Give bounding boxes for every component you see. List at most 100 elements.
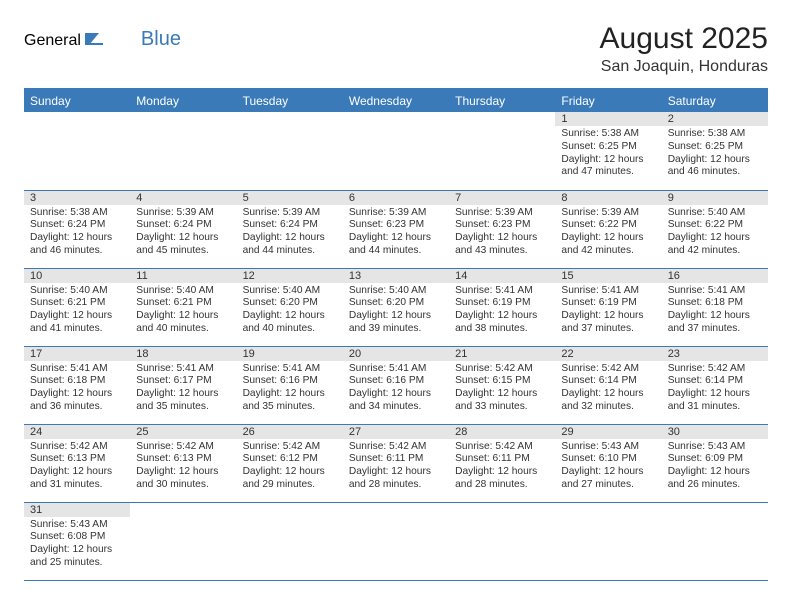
day-number: 9 bbox=[662, 191, 768, 205]
day-number: 12 bbox=[237, 269, 343, 283]
sunset-line: Sunset: 6:13 PM bbox=[136, 453, 230, 466]
sunrise-line: Sunrise: 5:42 AM bbox=[30, 441, 124, 454]
day-number: 7 bbox=[449, 191, 555, 205]
calendar-cell bbox=[662, 502, 768, 580]
sunset-line: Sunset: 6:23 PM bbox=[455, 219, 549, 232]
day-number: 28 bbox=[449, 425, 555, 439]
calendar-cell: 20Sunrise: 5:41 AMSunset: 6:16 PMDayligh… bbox=[343, 346, 449, 424]
sunset-line: Sunset: 6:25 PM bbox=[561, 141, 655, 154]
daylight-line: Daylight: 12 hours and 36 minutes. bbox=[30, 388, 124, 414]
daylight-line: Daylight: 12 hours and 28 minutes. bbox=[455, 466, 549, 492]
day-content: Sunrise: 5:39 AMSunset: 6:23 PMDaylight:… bbox=[343, 205, 449, 262]
day-content: Sunrise: 5:42 AMSunset: 6:13 PMDaylight:… bbox=[24, 439, 130, 496]
calendar-cell bbox=[449, 112, 555, 190]
day-number: 14 bbox=[449, 269, 555, 283]
daylight-line: Daylight: 12 hours and 41 minutes. bbox=[30, 310, 124, 336]
sunset-line: Sunset: 6:22 PM bbox=[668, 219, 762, 232]
calendar-cell: 17Sunrise: 5:41 AMSunset: 6:18 PMDayligh… bbox=[24, 346, 130, 424]
day-number: 22 bbox=[555, 347, 661, 361]
calendar-cell bbox=[449, 502, 555, 580]
day-content: Sunrise: 5:39 AMSunset: 6:23 PMDaylight:… bbox=[449, 205, 555, 262]
brand-text-blue: Blue bbox=[141, 28, 181, 51]
sunrise-line: Sunrise: 5:41 AM bbox=[136, 363, 230, 376]
calendar-cell bbox=[237, 112, 343, 190]
day-content: Sunrise: 5:40 AMSunset: 6:21 PMDaylight:… bbox=[130, 283, 236, 340]
day-number: 30 bbox=[662, 425, 768, 439]
calendar-cell: 30Sunrise: 5:43 AMSunset: 6:09 PMDayligh… bbox=[662, 424, 768, 502]
day-number: 13 bbox=[343, 269, 449, 283]
day-number: 24 bbox=[24, 425, 130, 439]
daylight-line: Daylight: 12 hours and 42 minutes. bbox=[668, 232, 762, 258]
sunrise-line: Sunrise: 5:42 AM bbox=[455, 363, 549, 376]
sunrise-line: Sunrise: 5:42 AM bbox=[349, 441, 443, 454]
sunrise-line: Sunrise: 5:41 AM bbox=[561, 285, 655, 298]
title-block: August 2025 San Joaquin, Honduras bbox=[600, 22, 768, 76]
weekday-header: Thursday bbox=[449, 90, 555, 112]
day-content: Sunrise: 5:43 AMSunset: 6:09 PMDaylight:… bbox=[662, 439, 768, 496]
calendar-cell: 7Sunrise: 5:39 AMSunset: 6:23 PMDaylight… bbox=[449, 190, 555, 268]
day-content: Sunrise: 5:40 AMSunset: 6:20 PMDaylight:… bbox=[237, 283, 343, 340]
daylight-line: Daylight: 12 hours and 27 minutes. bbox=[561, 466, 655, 492]
day-content: Sunrise: 5:40 AMSunset: 6:22 PMDaylight:… bbox=[662, 205, 768, 262]
day-content: Sunrise: 5:40 AMSunset: 6:21 PMDaylight:… bbox=[24, 283, 130, 340]
day-number: 5 bbox=[237, 191, 343, 205]
daylight-line: Daylight: 12 hours and 47 minutes. bbox=[561, 154, 655, 180]
daylight-line: Daylight: 12 hours and 45 minutes. bbox=[136, 232, 230, 258]
daylight-line: Daylight: 12 hours and 25 minutes. bbox=[30, 544, 124, 570]
calendar-cell: 8Sunrise: 5:39 AMSunset: 6:22 PMDaylight… bbox=[555, 190, 661, 268]
day-number: 6 bbox=[343, 191, 449, 205]
day-number: 1 bbox=[555, 112, 661, 126]
sunrise-line: Sunrise: 5:39 AM bbox=[455, 207, 549, 220]
calendar-cell: 23Sunrise: 5:42 AMSunset: 6:14 PMDayligh… bbox=[662, 346, 768, 424]
calendar-cell: 13Sunrise: 5:40 AMSunset: 6:20 PMDayligh… bbox=[343, 268, 449, 346]
day-number: 3 bbox=[24, 191, 130, 205]
day-content: Sunrise: 5:39 AMSunset: 6:24 PMDaylight:… bbox=[237, 205, 343, 262]
day-content: Sunrise: 5:41 AMSunset: 6:19 PMDaylight:… bbox=[449, 283, 555, 340]
sunrise-line: Sunrise: 5:40 AM bbox=[668, 207, 762, 220]
calendar-cell: 16Sunrise: 5:41 AMSunset: 6:18 PMDayligh… bbox=[662, 268, 768, 346]
sunset-line: Sunset: 6:24 PM bbox=[243, 219, 337, 232]
sunrise-line: Sunrise: 5:41 AM bbox=[243, 363, 337, 376]
calendar-cell: 15Sunrise: 5:41 AMSunset: 6:19 PMDayligh… bbox=[555, 268, 661, 346]
day-content: Sunrise: 5:38 AMSunset: 6:25 PMDaylight:… bbox=[662, 126, 768, 183]
sunrise-line: Sunrise: 5:43 AM bbox=[668, 441, 762, 454]
daylight-line: Daylight: 12 hours and 31 minutes. bbox=[30, 466, 124, 492]
weekday-header: Monday bbox=[130, 90, 236, 112]
location-text: San Joaquin, Honduras bbox=[600, 58, 768, 76]
sunset-line: Sunset: 6:15 PM bbox=[455, 375, 549, 388]
calendar-table: SundayMondayTuesdayWednesdayThursdayFrid… bbox=[24, 90, 768, 580]
calendar-cell: 10Sunrise: 5:40 AMSunset: 6:21 PMDayligh… bbox=[24, 268, 130, 346]
sunrise-line: Sunrise: 5:42 AM bbox=[243, 441, 337, 454]
sunrise-line: Sunrise: 5:39 AM bbox=[136, 207, 230, 220]
month-title: August 2025 bbox=[600, 22, 768, 56]
sunset-line: Sunset: 6:16 PM bbox=[349, 375, 443, 388]
sunset-line: Sunset: 6:20 PM bbox=[349, 297, 443, 310]
calendar-cell: 24Sunrise: 5:42 AMSunset: 6:13 PMDayligh… bbox=[24, 424, 130, 502]
day-number: 8 bbox=[555, 191, 661, 205]
sunset-line: Sunset: 6:11 PM bbox=[455, 453, 549, 466]
calendar-cell: 31Sunrise: 5:43 AMSunset: 6:08 PMDayligh… bbox=[24, 502, 130, 580]
weekday-header: Wednesday bbox=[343, 90, 449, 112]
calendar-cell: 12Sunrise: 5:40 AMSunset: 6:20 PMDayligh… bbox=[237, 268, 343, 346]
sunrise-line: Sunrise: 5:39 AM bbox=[243, 207, 337, 220]
sunrise-line: Sunrise: 5:41 AM bbox=[668, 285, 762, 298]
calendar-cell: 28Sunrise: 5:42 AMSunset: 6:11 PMDayligh… bbox=[449, 424, 555, 502]
calendar-cell bbox=[237, 502, 343, 580]
calendar-header-row: SundayMondayTuesdayWednesdayThursdayFrid… bbox=[24, 90, 768, 112]
sunset-line: Sunset: 6:17 PM bbox=[136, 375, 230, 388]
sunset-line: Sunset: 6:19 PM bbox=[561, 297, 655, 310]
sunset-line: Sunset: 6:08 PM bbox=[30, 531, 124, 544]
daylight-line: Daylight: 12 hours and 34 minutes. bbox=[349, 388, 443, 414]
calendar-cell: 29Sunrise: 5:43 AMSunset: 6:10 PMDayligh… bbox=[555, 424, 661, 502]
day-content: Sunrise: 5:42 AMSunset: 6:11 PMDaylight:… bbox=[449, 439, 555, 496]
calendar-cell: 25Sunrise: 5:42 AMSunset: 6:13 PMDayligh… bbox=[130, 424, 236, 502]
day-content: Sunrise: 5:42 AMSunset: 6:15 PMDaylight:… bbox=[449, 361, 555, 418]
calendar: SundayMondayTuesdayWednesdayThursdayFrid… bbox=[24, 88, 768, 581]
sunrise-line: Sunrise: 5:39 AM bbox=[561, 207, 655, 220]
day-number: 21 bbox=[449, 347, 555, 361]
daylight-line: Daylight: 12 hours and 32 minutes. bbox=[561, 388, 655, 414]
calendar-week-row: 24Sunrise: 5:42 AMSunset: 6:13 PMDayligh… bbox=[24, 424, 768, 502]
day-content: Sunrise: 5:41 AMSunset: 6:19 PMDaylight:… bbox=[555, 283, 661, 340]
sunset-line: Sunset: 6:23 PM bbox=[349, 219, 443, 232]
daylight-line: Daylight: 12 hours and 37 minutes. bbox=[668, 310, 762, 336]
